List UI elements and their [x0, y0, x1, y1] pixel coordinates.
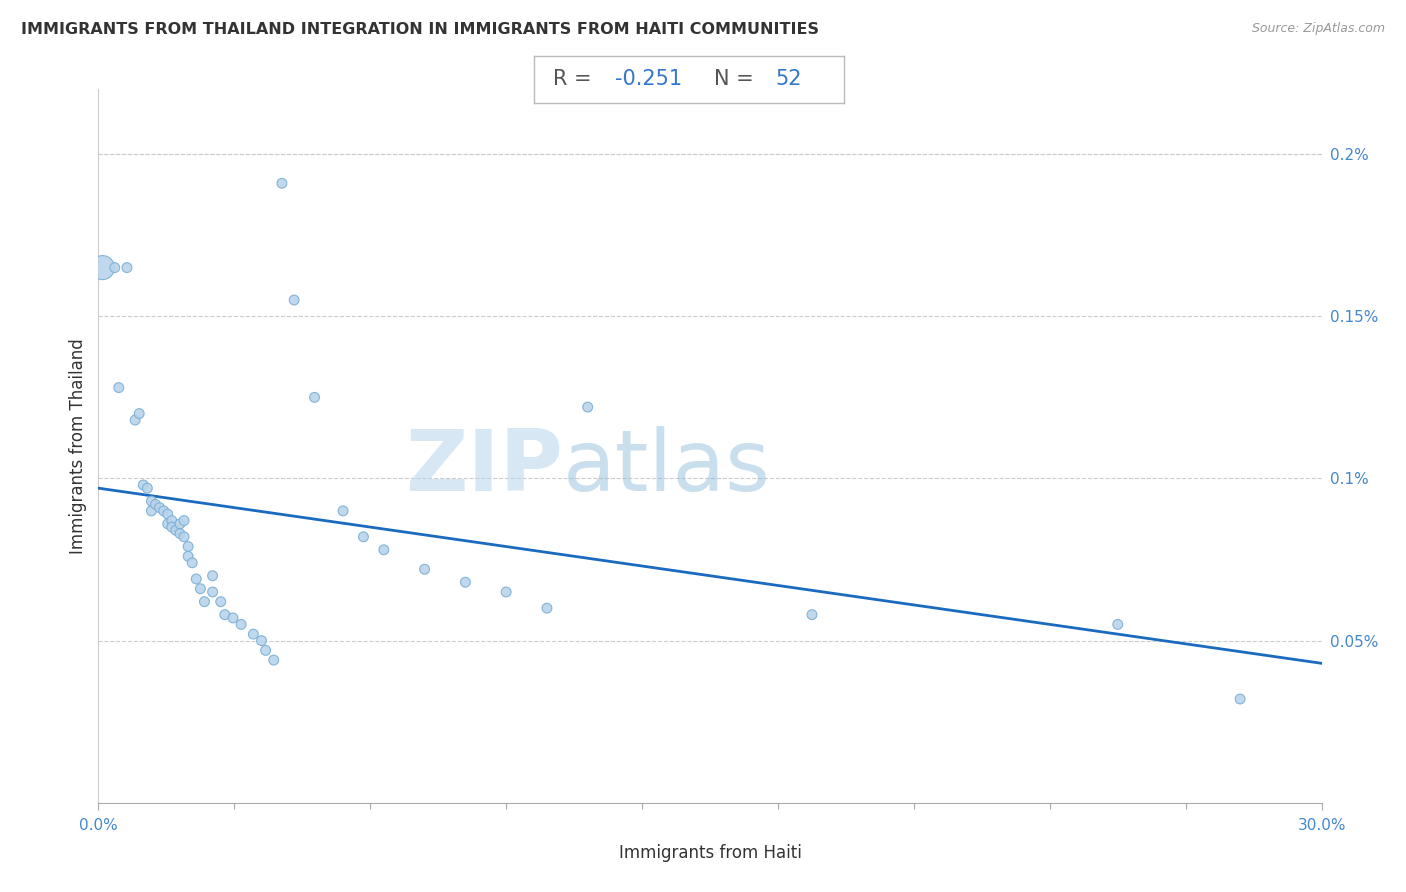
- Point: [156, 507, 179, 521]
- Point: [124, 413, 146, 427]
- Y-axis label: Immigrants from Thailand: Immigrants from Thailand: [69, 338, 87, 554]
- Point: [304, 390, 326, 404]
- Point: [177, 540, 200, 554]
- Point: [454, 575, 477, 590]
- Point: [91, 260, 114, 275]
- Point: [283, 293, 305, 307]
- Point: [536, 601, 558, 615]
- Point: [152, 504, 174, 518]
- Point: [413, 562, 436, 576]
- Point: [332, 504, 354, 518]
- Point: [173, 530, 195, 544]
- Point: [169, 516, 191, 531]
- Text: IMMIGRANTS FROM THAILAND INTEGRATION IN IMMIGRANTS FROM HAITI COMMUNITIES: IMMIGRANTS FROM THAILAND INTEGRATION IN …: [21, 22, 820, 37]
- Point: [104, 260, 127, 275]
- Point: [149, 500, 172, 515]
- Point: [160, 514, 183, 528]
- Point: [169, 526, 191, 541]
- Point: [145, 497, 167, 511]
- Point: [160, 520, 183, 534]
- Point: [186, 572, 208, 586]
- Point: [254, 643, 277, 657]
- Point: [231, 617, 253, 632]
- Point: [128, 407, 150, 421]
- Point: [373, 542, 395, 557]
- Point: [1229, 692, 1251, 706]
- Point: [222, 611, 245, 625]
- Point: [141, 494, 163, 508]
- Point: [188, 582, 212, 596]
- Text: 52: 52: [776, 70, 801, 89]
- Point: [156, 516, 179, 531]
- Point: [136, 481, 159, 495]
- Point: [263, 653, 285, 667]
- Point: [108, 381, 131, 395]
- Point: [242, 627, 264, 641]
- Point: [165, 524, 187, 538]
- Point: [177, 549, 200, 564]
- Point: [352, 530, 374, 544]
- Text: R =: R =: [553, 70, 598, 89]
- Point: [201, 585, 224, 599]
- Point: [1107, 617, 1129, 632]
- Text: atlas: atlas: [564, 425, 772, 509]
- Text: -0.251: -0.251: [614, 70, 682, 89]
- Point: [214, 607, 236, 622]
- X-axis label: Immigrants from Haiti: Immigrants from Haiti: [619, 844, 801, 863]
- Text: ZIP: ZIP: [405, 425, 564, 509]
- Point: [801, 607, 824, 622]
- Point: [141, 504, 163, 518]
- Point: [115, 260, 138, 275]
- Point: [270, 176, 294, 190]
- Point: [209, 595, 232, 609]
- Point: [576, 400, 599, 414]
- Text: N =: N =: [714, 70, 761, 89]
- Point: [132, 478, 155, 492]
- Point: [495, 585, 517, 599]
- Point: [201, 568, 224, 582]
- Point: [193, 595, 215, 609]
- Text: Source: ZipAtlas.com: Source: ZipAtlas.com: [1251, 22, 1385, 36]
- Point: [173, 514, 195, 528]
- Point: [250, 633, 273, 648]
- Point: [181, 556, 204, 570]
